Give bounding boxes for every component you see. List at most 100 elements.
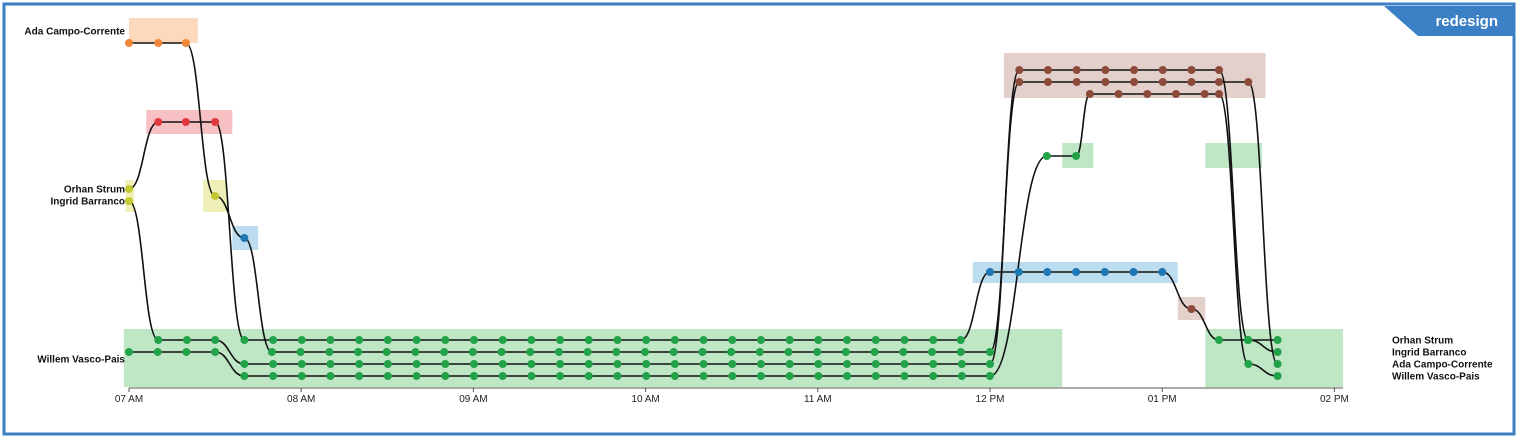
data-point[interactable]: [211, 192, 220, 200]
data-point[interactable]: [1244, 360, 1253, 368]
data-point[interactable]: [412, 372, 421, 380]
data-point[interactable]: [871, 372, 880, 380]
data-point[interactable]: [1171, 90, 1180, 98]
data-point[interactable]: [326, 372, 335, 380]
data-point[interactable]: [1072, 66, 1081, 74]
data-point[interactable]: [1101, 66, 1110, 74]
data-point[interactable]: [669, 348, 678, 356]
data-point[interactable]: [1129, 268, 1138, 276]
data-point[interactable]: [870, 348, 879, 356]
data-point[interactable]: [957, 360, 966, 368]
data-point[interactable]: [355, 336, 364, 344]
data-point[interactable]: [181, 118, 190, 126]
data-point[interactable]: [1187, 66, 1196, 74]
data-point[interactable]: [727, 348, 736, 356]
data-point[interactable]: [383, 336, 392, 344]
data-point[interactable]: [125, 348, 133, 356]
data-point[interactable]: [1072, 152, 1081, 160]
data-point[interactable]: [211, 336, 220, 344]
data-point[interactable]: [556, 360, 565, 368]
data-point[interactable]: [1187, 305, 1196, 313]
data-point[interactable]: [1014, 268, 1023, 276]
data-point[interactable]: [785, 360, 794, 368]
data-point[interactable]: [756, 372, 765, 380]
data-point[interactable]: [814, 360, 823, 368]
data-point[interactable]: [182, 348, 191, 356]
data-point[interactable]: [785, 336, 794, 344]
data-point[interactable]: [756, 360, 765, 368]
data-point[interactable]: [211, 118, 220, 126]
data-point[interactable]: [900, 372, 909, 380]
data-point[interactable]: [154, 39, 163, 47]
data-point[interactable]: [670, 372, 679, 380]
data-point[interactable]: [1100, 268, 1109, 276]
data-point[interactable]: [813, 348, 822, 356]
data-point[interactable]: [211, 348, 220, 356]
data-point[interactable]: [584, 372, 593, 380]
data-point[interactable]: [240, 234, 249, 242]
data-point[interactable]: [1101, 78, 1110, 86]
data-point[interactable]: [1043, 78, 1052, 86]
redesign-badge[interactable]: redesign: [1384, 6, 1513, 36]
data-point[interactable]: [699, 360, 708, 368]
data-point[interactable]: [1215, 336, 1224, 344]
data-point[interactable]: [583, 348, 592, 356]
data-point[interactable]: [956, 348, 965, 356]
data-point[interactable]: [814, 372, 823, 380]
data-point[interactable]: [554, 348, 563, 356]
data-point[interactable]: [154, 336, 163, 344]
data-point[interactable]: [1273, 372, 1282, 380]
data-point[interactable]: [1273, 348, 1282, 356]
data-point[interactable]: [1215, 78, 1224, 86]
data-point[interactable]: [1043, 66, 1052, 74]
data-point[interactable]: [469, 360, 478, 368]
data-point[interactable]: [1158, 66, 1167, 74]
data-point[interactable]: [125, 39, 133, 47]
data-point[interactable]: [1158, 78, 1167, 86]
data-point[interactable]: [240, 372, 249, 380]
data-point[interactable]: [383, 372, 392, 380]
data-point[interactable]: [641, 348, 650, 356]
data-point[interactable]: [1072, 78, 1081, 86]
data-point[interactable]: [382, 348, 391, 356]
data-point[interactable]: [642, 336, 651, 344]
data-point[interactable]: [871, 360, 880, 368]
data-point[interactable]: [154, 118, 163, 126]
data-point[interactable]: [526, 348, 535, 356]
data-point[interactable]: [527, 360, 536, 368]
data-point[interactable]: [556, 372, 565, 380]
data-point[interactable]: [240, 336, 249, 344]
data-point[interactable]: [269, 336, 278, 344]
data-point[interactable]: [642, 360, 651, 368]
data-point[interactable]: [240, 360, 249, 368]
data-point[interactable]: [355, 360, 364, 368]
data-point[interactable]: [755, 348, 764, 356]
data-point[interactable]: [1158, 268, 1167, 276]
data-point[interactable]: [613, 336, 622, 344]
data-point[interactable]: [871, 336, 880, 344]
data-point[interactable]: [843, 336, 852, 344]
data-point[interactable]: [498, 360, 507, 368]
data-point[interactable]: [412, 360, 421, 368]
data-point[interactable]: [843, 372, 852, 380]
data-point[interactable]: [325, 348, 334, 356]
data-point[interactable]: [441, 360, 450, 368]
data-point[interactable]: [584, 336, 593, 344]
data-point[interactable]: [296, 348, 305, 356]
data-point[interactable]: [670, 360, 679, 368]
data-point[interactable]: [468, 348, 477, 356]
data-point[interactable]: [1042, 152, 1051, 160]
data-point[interactable]: [527, 372, 536, 380]
data-point[interactable]: [1043, 268, 1052, 276]
data-point[interactable]: [1015, 66, 1024, 74]
data-point[interactable]: [297, 372, 306, 380]
data-point[interactable]: [267, 348, 276, 356]
data-point[interactable]: [900, 336, 909, 344]
data-point[interactable]: [928, 348, 937, 356]
data-point[interactable]: [153, 348, 162, 356]
data-point[interactable]: [497, 348, 506, 356]
data-point[interactable]: [326, 360, 335, 368]
data-point[interactable]: [986, 268, 994, 276]
data-point[interactable]: [125, 197, 133, 205]
data-point[interactable]: [900, 360, 909, 368]
